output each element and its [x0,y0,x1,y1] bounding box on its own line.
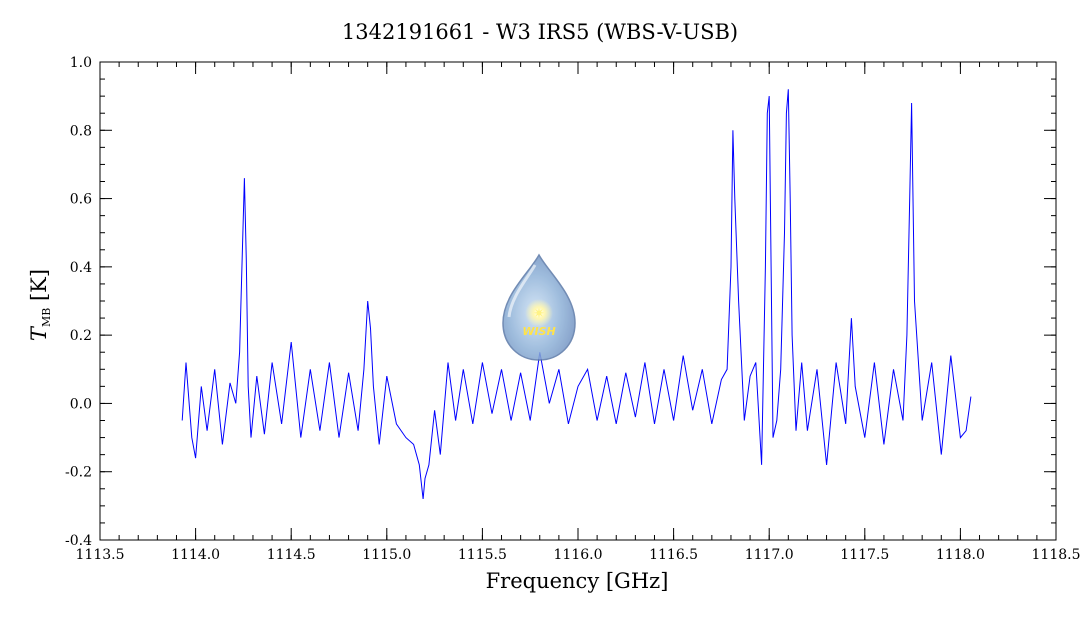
x-tick-label: 1114.0 [171,547,220,563]
y-tick-label: 0.0 [70,396,92,412]
x-tick-label: 1114.5 [267,547,316,563]
x-tick-label: 1117.0 [745,547,794,563]
x-tick-label: 1118.5 [1032,547,1080,563]
y-axis-label-symbol: T [27,325,51,341]
x-tick-label: 1116.0 [554,547,603,563]
x-tick-label: 1116.5 [649,547,698,563]
wish-logo: ✷ WISH [502,253,576,361]
x-tick-label: 1115.0 [362,547,411,563]
y-tick-label: 0.8 [70,123,92,139]
x-tick-label: 1115.5 [458,547,507,563]
star-icon [525,299,553,327]
x-tick-label: 1118.0 [936,547,985,563]
axis-ticks [99,61,1057,541]
y-tick-label: 0.4 [70,260,92,276]
y-tick-label: 0.6 [70,192,92,208]
plot-frame [99,61,1057,541]
x-tick-label: 1113.5 [76,547,125,563]
spectrum-series-line [181,89,972,500]
y-tick-label: -0.4 [65,533,92,549]
x-tick-label: 1117.5 [840,547,889,563]
y-tick-label: -0.2 [65,465,92,481]
y-tick-label: 0.2 [70,328,92,344]
y-axis-label-unit: [K] [27,269,51,308]
y-tick-label: 1.0 [70,55,92,71]
wish-logo-text: WISH [522,325,555,338]
plot-area [181,89,972,500]
chart-title: 1342191661 - W3 IRS5 (WBS-V-USB) [342,20,738,44]
x-axis-label: Frequency [GHz] [486,569,669,593]
svg-text:✷: ✷ [533,306,545,322]
y-axis-label-subscript: MB [40,308,53,327]
y-axis-label: TMB [K] [27,269,53,341]
axis-tick-labels: 1113.5 1114.0 1114.5 1115.0 1115.5 1116.0 1116… [65,55,1080,563]
